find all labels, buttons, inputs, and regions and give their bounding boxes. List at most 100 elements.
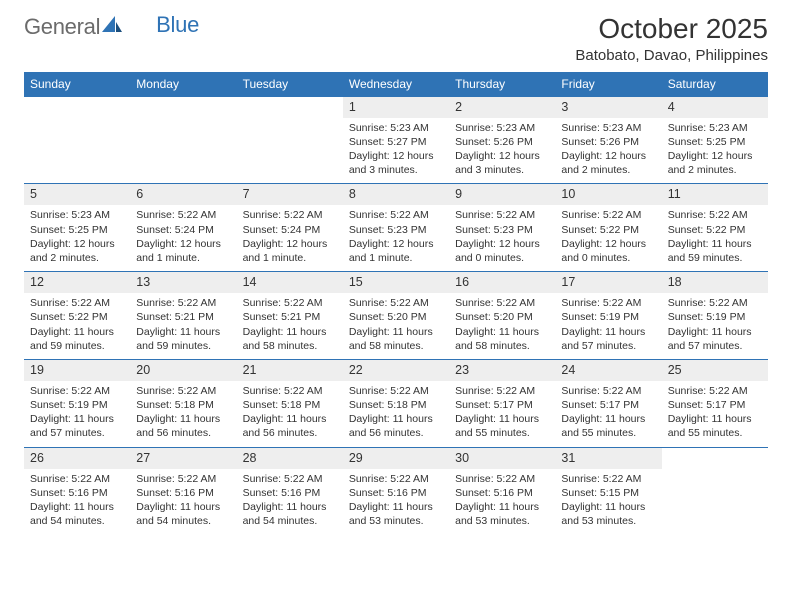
calendar-cell-inner: 29Sunrise: 5:22 AMSunset: 5:16 PMDayligh…: [343, 447, 449, 535]
sunrise-text: Sunrise: 5:22 AM: [561, 208, 655, 222]
calendar-cell-inner: 22Sunrise: 5:22 AMSunset: 5:18 PMDayligh…: [343, 359, 449, 447]
calendar-cell-inner: 25Sunrise: 5:22 AMSunset: 5:17 PMDayligh…: [662, 359, 768, 447]
calendar-cell: 10Sunrise: 5:22 AMSunset: 5:22 PMDayligh…: [555, 183, 661, 271]
calendar-week-row: 1Sunrise: 5:23 AMSunset: 5:27 PMDaylight…: [24, 96, 768, 184]
day-number: 18: [662, 272, 768, 293]
calendar-cell-inner: 23Sunrise: 5:22 AMSunset: 5:17 PMDayligh…: [449, 359, 555, 447]
sunset-text: Sunset: 5:21 PM: [243, 310, 337, 324]
day-number: 13: [130, 272, 236, 293]
calendar-cell-inner: 17Sunrise: 5:22 AMSunset: 5:19 PMDayligh…: [555, 271, 661, 359]
daylight-text: Daylight: 12 hours and 0 minutes.: [561, 237, 655, 265]
daylight-text: Daylight: 11 hours and 55 minutes.: [668, 412, 762, 440]
calendar-cell: [24, 96, 130, 184]
calendar-cell: 27Sunrise: 5:22 AMSunset: 5:16 PMDayligh…: [130, 447, 236, 535]
calendar-week-row: 12Sunrise: 5:22 AMSunset: 5:22 PMDayligh…: [24, 271, 768, 359]
day-details: Sunrise: 5:23 AMSunset: 5:25 PMDaylight:…: [662, 118, 768, 184]
sunrise-text: Sunrise: 5:22 AM: [243, 384, 337, 398]
sunset-text: Sunset: 5:16 PM: [243, 486, 337, 500]
day-details: Sunrise: 5:22 AMSunset: 5:17 PMDaylight:…: [555, 381, 661, 447]
daylight-text: Daylight: 12 hours and 3 minutes.: [349, 149, 443, 177]
weekday-header: Wednesday: [343, 72, 449, 96]
daylight-text: Daylight: 12 hours and 0 minutes.: [455, 237, 549, 265]
sunset-text: Sunset: 5:17 PM: [455, 398, 549, 412]
sunrise-text: Sunrise: 5:22 AM: [30, 296, 124, 310]
day-details: Sunrise: 5:22 AMSunset: 5:16 PMDaylight:…: [237, 469, 343, 535]
calendar-cell-inner: 5Sunrise: 5:23 AMSunset: 5:25 PMDaylight…: [24, 183, 130, 271]
calendar-cell-inner: 21Sunrise: 5:22 AMSunset: 5:18 PMDayligh…: [237, 359, 343, 447]
day-details: Sunrise: 5:23 AMSunset: 5:25 PMDaylight:…: [24, 205, 130, 271]
day-number: 25: [662, 360, 768, 381]
sunset-text: Sunset: 5:25 PM: [30, 223, 124, 237]
day-details: Sunrise: 5:22 AMSunset: 5:20 PMDaylight:…: [449, 293, 555, 359]
day-number: 4: [662, 97, 768, 118]
calendar-cell: 12Sunrise: 5:22 AMSunset: 5:22 PMDayligh…: [24, 271, 130, 359]
calendar-week-row: 5Sunrise: 5:23 AMSunset: 5:25 PMDaylight…: [24, 183, 768, 271]
calendar-cell: 30Sunrise: 5:22 AMSunset: 5:16 PMDayligh…: [449, 447, 555, 535]
daylight-text: Daylight: 12 hours and 1 minute.: [243, 237, 337, 265]
calendar-cell-inner: 10Sunrise: 5:22 AMSunset: 5:22 PMDayligh…: [555, 183, 661, 271]
calendar-cell-inner: [130, 96, 236, 174]
day-number: 1: [343, 97, 449, 118]
calendar-cell: 21Sunrise: 5:22 AMSunset: 5:18 PMDayligh…: [237, 359, 343, 447]
calendar-cell: 4Sunrise: 5:23 AMSunset: 5:25 PMDaylight…: [662, 96, 768, 184]
day-details: Sunrise: 5:22 AMSunset: 5:18 PMDaylight:…: [237, 381, 343, 447]
day-details: Sunrise: 5:22 AMSunset: 5:24 PMDaylight:…: [130, 205, 236, 271]
daylight-text: Daylight: 11 hours and 57 minutes.: [561, 325, 655, 353]
sunset-text: Sunset: 5:16 PM: [136, 486, 230, 500]
calendar-cell-inner: 20Sunrise: 5:22 AMSunset: 5:18 PMDayligh…: [130, 359, 236, 447]
sunset-text: Sunset: 5:19 PM: [30, 398, 124, 412]
calendar-cell-inner: 9Sunrise: 5:22 AMSunset: 5:23 PMDaylight…: [449, 183, 555, 271]
day-number: 19: [24, 360, 130, 381]
calendar-cell: [662, 447, 768, 535]
page-header: General Blue October 2025 Batobato, Dava…: [24, 14, 768, 64]
calendar-cell-inner: 11Sunrise: 5:22 AMSunset: 5:22 PMDayligh…: [662, 183, 768, 271]
calendar-cell-inner: 30Sunrise: 5:22 AMSunset: 5:16 PMDayligh…: [449, 447, 555, 535]
weekday-header: Friday: [555, 72, 661, 96]
logo-word-blue: Blue: [156, 12, 199, 38]
sunrise-text: Sunrise: 5:22 AM: [668, 384, 762, 398]
day-number: 14: [237, 272, 343, 293]
calendar-cell-inner: 27Sunrise: 5:22 AMSunset: 5:16 PMDayligh…: [130, 447, 236, 535]
sunset-text: Sunset: 5:23 PM: [349, 223, 443, 237]
sunrise-text: Sunrise: 5:22 AM: [349, 208, 443, 222]
sunset-text: Sunset: 5:18 PM: [349, 398, 443, 412]
sunrise-text: Sunrise: 5:22 AM: [243, 296, 337, 310]
sunrise-text: Sunrise: 5:22 AM: [136, 472, 230, 486]
day-number: 7: [237, 184, 343, 205]
calendar-cell-inner: 13Sunrise: 5:22 AMSunset: 5:21 PMDayligh…: [130, 271, 236, 359]
daylight-text: Daylight: 11 hours and 56 minutes.: [349, 412, 443, 440]
daylight-text: Daylight: 11 hours and 57 minutes.: [668, 325, 762, 353]
title-block: October 2025 Batobato, Davao, Philippine…: [575, 14, 768, 64]
day-details: Sunrise: 5:22 AMSunset: 5:15 PMDaylight:…: [555, 469, 661, 535]
daylight-text: Daylight: 12 hours and 3 minutes.: [455, 149, 549, 177]
sunset-text: Sunset: 5:23 PM: [455, 223, 549, 237]
calendar-table: Sunday Monday Tuesday Wednesday Thursday…: [24, 72, 768, 534]
sunrise-text: Sunrise: 5:22 AM: [349, 472, 443, 486]
calendar-body: 1Sunrise: 5:23 AMSunset: 5:27 PMDaylight…: [24, 96, 768, 534]
calendar-cell-inner: 1Sunrise: 5:23 AMSunset: 5:27 PMDaylight…: [343, 96, 449, 184]
calendar-cell: 20Sunrise: 5:22 AMSunset: 5:18 PMDayligh…: [130, 359, 236, 447]
calendar-cell: 13Sunrise: 5:22 AMSunset: 5:21 PMDayligh…: [130, 271, 236, 359]
sunset-text: Sunset: 5:19 PM: [561, 310, 655, 324]
calendar-cell-inner: 12Sunrise: 5:22 AMSunset: 5:22 PMDayligh…: [24, 271, 130, 359]
sunset-text: Sunset: 5:26 PM: [455, 135, 549, 149]
sunset-text: Sunset: 5:16 PM: [30, 486, 124, 500]
calendar-cell-inner: 15Sunrise: 5:22 AMSunset: 5:20 PMDayligh…: [343, 271, 449, 359]
sunset-text: Sunset: 5:17 PM: [561, 398, 655, 412]
sunrise-text: Sunrise: 5:22 AM: [455, 472, 549, 486]
calendar-cell: 31Sunrise: 5:22 AMSunset: 5:15 PMDayligh…: [555, 447, 661, 535]
sunrise-text: Sunrise: 5:22 AM: [561, 472, 655, 486]
calendar-cell-inner: 8Sunrise: 5:22 AMSunset: 5:23 PMDaylight…: [343, 183, 449, 271]
weekday-header: Tuesday: [237, 72, 343, 96]
calendar-header-row: Sunday Monday Tuesday Wednesday Thursday…: [24, 72, 768, 96]
day-details: Sunrise: 5:23 AMSunset: 5:27 PMDaylight:…: [343, 118, 449, 184]
calendar-cell: 16Sunrise: 5:22 AMSunset: 5:20 PMDayligh…: [449, 271, 555, 359]
day-number: 16: [449, 272, 555, 293]
sunset-text: Sunset: 5:15 PM: [561, 486, 655, 500]
day-number: 29: [343, 448, 449, 469]
calendar-cell: 28Sunrise: 5:22 AMSunset: 5:16 PMDayligh…: [237, 447, 343, 535]
day-details: Sunrise: 5:22 AMSunset: 5:21 PMDaylight:…: [237, 293, 343, 359]
daylight-text: Daylight: 11 hours and 59 minutes.: [136, 325, 230, 353]
calendar-cell-inner: 28Sunrise: 5:22 AMSunset: 5:16 PMDayligh…: [237, 447, 343, 535]
calendar-cell-inner: 4Sunrise: 5:23 AMSunset: 5:25 PMDaylight…: [662, 96, 768, 184]
